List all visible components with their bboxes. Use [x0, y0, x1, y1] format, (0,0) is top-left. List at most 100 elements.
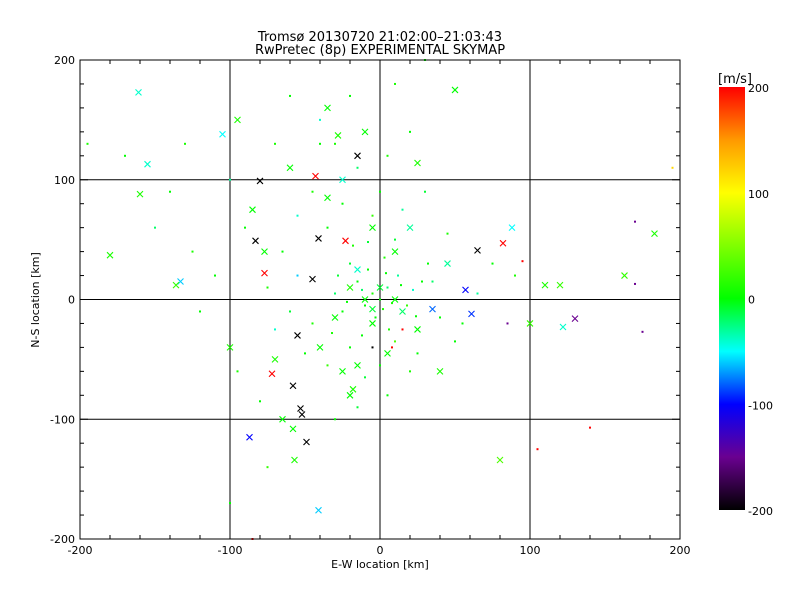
data-point-dot — [311, 322, 314, 325]
data-point-dot — [352, 244, 354, 247]
data-point-dot — [406, 304, 408, 307]
data-point-dot — [341, 202, 344, 205]
colorbar-tick-label: 0 — [748, 294, 755, 307]
data-point-cross — [526, 320, 534, 327]
data-point-cross — [571, 315, 579, 323]
data-point-dot — [199, 310, 201, 313]
data-point-dot — [415, 315, 417, 318]
data-point-dot — [296, 274, 299, 277]
data-point-dot — [431, 280, 434, 283]
data-point-cross — [468, 310, 475, 318]
data-point-dot — [266, 466, 269, 469]
data-point-dot — [334, 292, 336, 295]
data-point-dot — [371, 292, 374, 295]
data-point-cross — [294, 332, 301, 339]
data-point-dot — [356, 406, 359, 409]
colorbar-tick-label: -100 — [748, 399, 773, 412]
data-point-dot — [634, 220, 636, 223]
data-point-dot — [379, 364, 381, 367]
data-point-dot — [476, 292, 479, 295]
data-point-dot — [334, 142, 336, 145]
x-tick-label: 100 — [520, 544, 541, 557]
data-point-cross — [541, 281, 549, 289]
data-point-cross — [297, 405, 304, 412]
data-point-cross — [315, 506, 322, 514]
data-point-dot — [383, 256, 386, 259]
data-point-dot — [356, 280, 359, 283]
data-point-dot — [641, 330, 644, 333]
data-point-dot — [536, 448, 539, 451]
data-point-cross — [621, 272, 628, 279]
data-point-cross — [499, 239, 507, 247]
data-point-dot — [391, 302, 393, 305]
data-point-cross — [399, 308, 406, 315]
data-point-dot — [311, 190, 314, 193]
data-point-cross — [234, 116, 241, 124]
data-point-dot — [266, 286, 269, 289]
y-axis-label: N-S location [km] — [29, 252, 42, 348]
data-point-dot — [236, 370, 239, 373]
data-point-cross — [331, 314, 339, 321]
data-point-dot — [424, 190, 426, 193]
data-point-dot — [214, 274, 216, 277]
data-point-cross — [144, 160, 151, 168]
data-point-dot — [401, 328, 404, 331]
data-point-dot — [397, 274, 399, 277]
data-point-dot — [154, 226, 156, 229]
data-point-cross — [414, 326, 421, 333]
data-point-dot — [296, 214, 299, 217]
data-point-dot — [364, 376, 366, 379]
data-point-cross — [474, 247, 481, 254]
data-point-dot — [361, 288, 363, 291]
data-point-dot — [374, 316, 377, 319]
data-point-dot — [229, 178, 231, 181]
colorbar-label: [m/s] — [718, 72, 752, 87]
data-point-cross — [106, 251, 114, 259]
data-point-cross — [342, 237, 349, 245]
colorbar-ticks: 200 100 0 -100 -200 — [748, 82, 773, 518]
data-point-dot — [409, 130, 411, 133]
data-point-dot — [274, 328, 276, 331]
y-tick-label: 100 — [54, 174, 75, 187]
data-point-cross — [256, 177, 264, 185]
data-point-dot — [319, 142, 321, 145]
data-point-cross — [289, 425, 297, 433]
data-point-dot — [439, 316, 441, 319]
data-point-dot — [379, 190, 381, 193]
data-point-dot — [281, 250, 284, 253]
data-point-cross — [436, 367, 444, 375]
data-point-cross — [172, 281, 180, 289]
data-point-dot — [416, 352, 419, 355]
data-point-cross — [291, 456, 298, 464]
data-point-cross — [369, 320, 376, 327]
data-point-dot — [401, 208, 404, 211]
data-point-dot — [341, 310, 344, 313]
data-point-cross — [369, 305, 376, 313]
data-point-dot — [289, 94, 291, 97]
y-tick-label: -100 — [50, 413, 75, 426]
data-point-cross — [406, 224, 414, 232]
data-point-cross — [361, 128, 369, 136]
data-point-cross — [246, 433, 253, 441]
data-point-dot — [349, 262, 351, 265]
data-point-dot — [386, 394, 389, 397]
data-point-cross — [451, 86, 459, 94]
data-point-dot — [356, 166, 359, 169]
data-point-dot — [364, 304, 366, 307]
data-point-dot — [334, 418, 336, 421]
data-point-dot — [367, 241, 369, 244]
data-point-cross — [279, 415, 286, 423]
data-point-cross — [651, 230, 658, 238]
data-point-cross — [261, 248, 268, 255]
data-point-dot — [349, 346, 351, 349]
data-point-cross — [369, 224, 376, 232]
x-tick-label: -100 — [218, 544, 243, 557]
data-point-cross — [252, 237, 259, 245]
chart-title: Tromsø 20130720 21:02:00–21:03:43 — [257, 30, 502, 45]
data-point-dot — [394, 238, 396, 241]
data-point-dot — [244, 226, 246, 229]
data-point-dot — [506, 322, 509, 325]
data-point-dot — [229, 502, 231, 505]
data-point-cross — [268, 370, 276, 378]
